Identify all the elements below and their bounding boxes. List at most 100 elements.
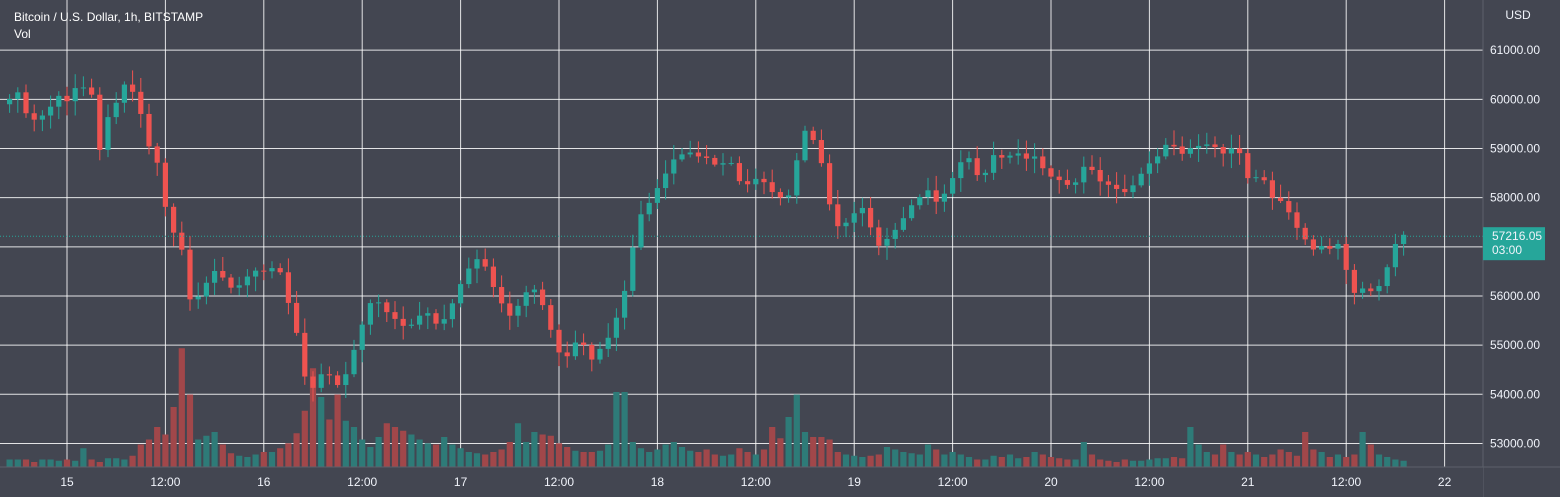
- candle-body[interactable]: [220, 270, 226, 278]
- candle-body[interactable]: [1073, 182, 1079, 185]
- candle-body[interactable]: [121, 84, 127, 103]
- candle-body[interactable]: [343, 374, 349, 386]
- candle-body[interactable]: [859, 207, 865, 214]
- candle-body[interactable]: [1015, 153, 1021, 156]
- candle-body[interactable]: [548, 305, 554, 330]
- candle-body[interactable]: [556, 329, 562, 353]
- candle-body[interactable]: [1155, 156, 1161, 164]
- candle-body[interactable]: [638, 214, 644, 248]
- candle-body[interactable]: [736, 163, 742, 182]
- candle-body[interactable]: [162, 162, 168, 207]
- candle-body[interactable]: [138, 91, 144, 114]
- candle-body[interactable]: [581, 342, 587, 345]
- candle-body[interactable]: [1179, 146, 1185, 154]
- candle-body[interactable]: [400, 318, 406, 326]
- candle-body[interactable]: [236, 285, 242, 288]
- candle-body[interactable]: [622, 290, 628, 318]
- candle-body[interactable]: [1245, 153, 1251, 179]
- candle-body[interactable]: [1360, 288, 1366, 293]
- candle-body[interactable]: [982, 172, 988, 176]
- candle-body[interactable]: [253, 270, 259, 277]
- candle-body[interactable]: [1351, 269, 1357, 293]
- candle-body[interactable]: [720, 163, 726, 165]
- candle-body[interactable]: [490, 266, 496, 288]
- candle-body[interactable]: [482, 259, 488, 267]
- candle-body[interactable]: [146, 113, 152, 147]
- candle-body[interactable]: [605, 337, 611, 349]
- candle-body[interactable]: [1294, 212, 1300, 228]
- candle-body[interactable]: [704, 156, 710, 158]
- candle-body[interactable]: [753, 178, 759, 185]
- candle-body[interactable]: [654, 188, 660, 203]
- candle-body[interactable]: [786, 195, 792, 198]
- candle-body[interactable]: [777, 192, 783, 198]
- candle-body[interactable]: [23, 92, 29, 114]
- candle-body[interactable]: [917, 197, 923, 206]
- candle-body[interactable]: [335, 375, 341, 386]
- candle-body[interactable]: [1310, 239, 1316, 250]
- candle-body[interactable]: [1130, 185, 1136, 193]
- candle-body[interactable]: [277, 268, 283, 273]
- candle-body[interactable]: [507, 303, 513, 316]
- candle-body[interactable]: [1007, 155, 1013, 158]
- candle-body[interactable]: [458, 284, 464, 304]
- candle-body[interactable]: [89, 87, 95, 95]
- candle-body[interactable]: [376, 302, 382, 304]
- candle-body[interactable]: [1196, 145, 1202, 149]
- candle-body[interactable]: [679, 154, 685, 160]
- candle-body[interactable]: [966, 158, 972, 163]
- candle-body[interactable]: [228, 277, 234, 288]
- candle-body[interactable]: [1204, 144, 1210, 146]
- candle-body[interactable]: [687, 152, 693, 155]
- candle-body[interactable]: [572, 342, 578, 357]
- candle-body[interactable]: [171, 206, 177, 233]
- candle-body[interactable]: [80, 87, 86, 89]
- candle-body[interactable]: [203, 282, 209, 297]
- candle-body[interactable]: [950, 178, 956, 194]
- candle-body[interactable]: [1253, 177, 1259, 179]
- candle-body[interactable]: [285, 272, 291, 303]
- candle-body[interactable]: [310, 376, 316, 388]
- candle-body[interactable]: [244, 276, 250, 286]
- candle-body[interactable]: [1171, 144, 1177, 147]
- candle-body[interactable]: [646, 202, 652, 215]
- candle-body[interactable]: [671, 159, 677, 174]
- candle-body[interactable]: [261, 270, 267, 272]
- candle-body[interactable]: [408, 324, 414, 326]
- candle-body[interactable]: [72, 88, 78, 102]
- candle-body[interactable]: [1187, 148, 1193, 154]
- candle-body[interactable]: [663, 173, 669, 189]
- candle-body[interactable]: [179, 232, 185, 250]
- candle-body[interactable]: [843, 222, 849, 227]
- candle-body[interactable]: [1138, 173, 1144, 186]
- candle-body[interactable]: [113, 102, 119, 118]
- candle-body[interactable]: [523, 292, 529, 306]
- candle-body[interactable]: [433, 313, 439, 324]
- candle-body[interactable]: [892, 229, 898, 239]
- candle-body[interactable]: [835, 204, 841, 227]
- candle-body[interactable]: [1056, 176, 1062, 181]
- candle-body[interactable]: [1319, 245, 1325, 250]
- candle-body[interactable]: [474, 259, 480, 269]
- candle-body[interactable]: [1228, 148, 1234, 154]
- candle-body[interactable]: [39, 115, 45, 120]
- candle-body[interactable]: [1163, 144, 1169, 157]
- candle-body[interactable]: [294, 302, 300, 333]
- candle-body[interactable]: [392, 312, 398, 319]
- candle-body[interactable]: [868, 207, 874, 228]
- candle-body[interactable]: [958, 162, 964, 179]
- candle-body[interactable]: [802, 130, 808, 161]
- candle-body[interactable]: [48, 106, 54, 116]
- candle-body[interactable]: [1040, 156, 1046, 169]
- candle-body[interactable]: [97, 94, 103, 150]
- candle-body[interactable]: [359, 324, 365, 350]
- candle-body[interactable]: [105, 117, 111, 150]
- candle-body[interactable]: [1212, 144, 1218, 147]
- candle-body[interactable]: [318, 374, 324, 388]
- candle-body[interactable]: [564, 352, 570, 357]
- candle-body[interactable]: [589, 344, 595, 360]
- candle-body[interactable]: [794, 160, 800, 196]
- candle-body[interactable]: [941, 193, 947, 202]
- candle-body[interactable]: [1089, 166, 1095, 171]
